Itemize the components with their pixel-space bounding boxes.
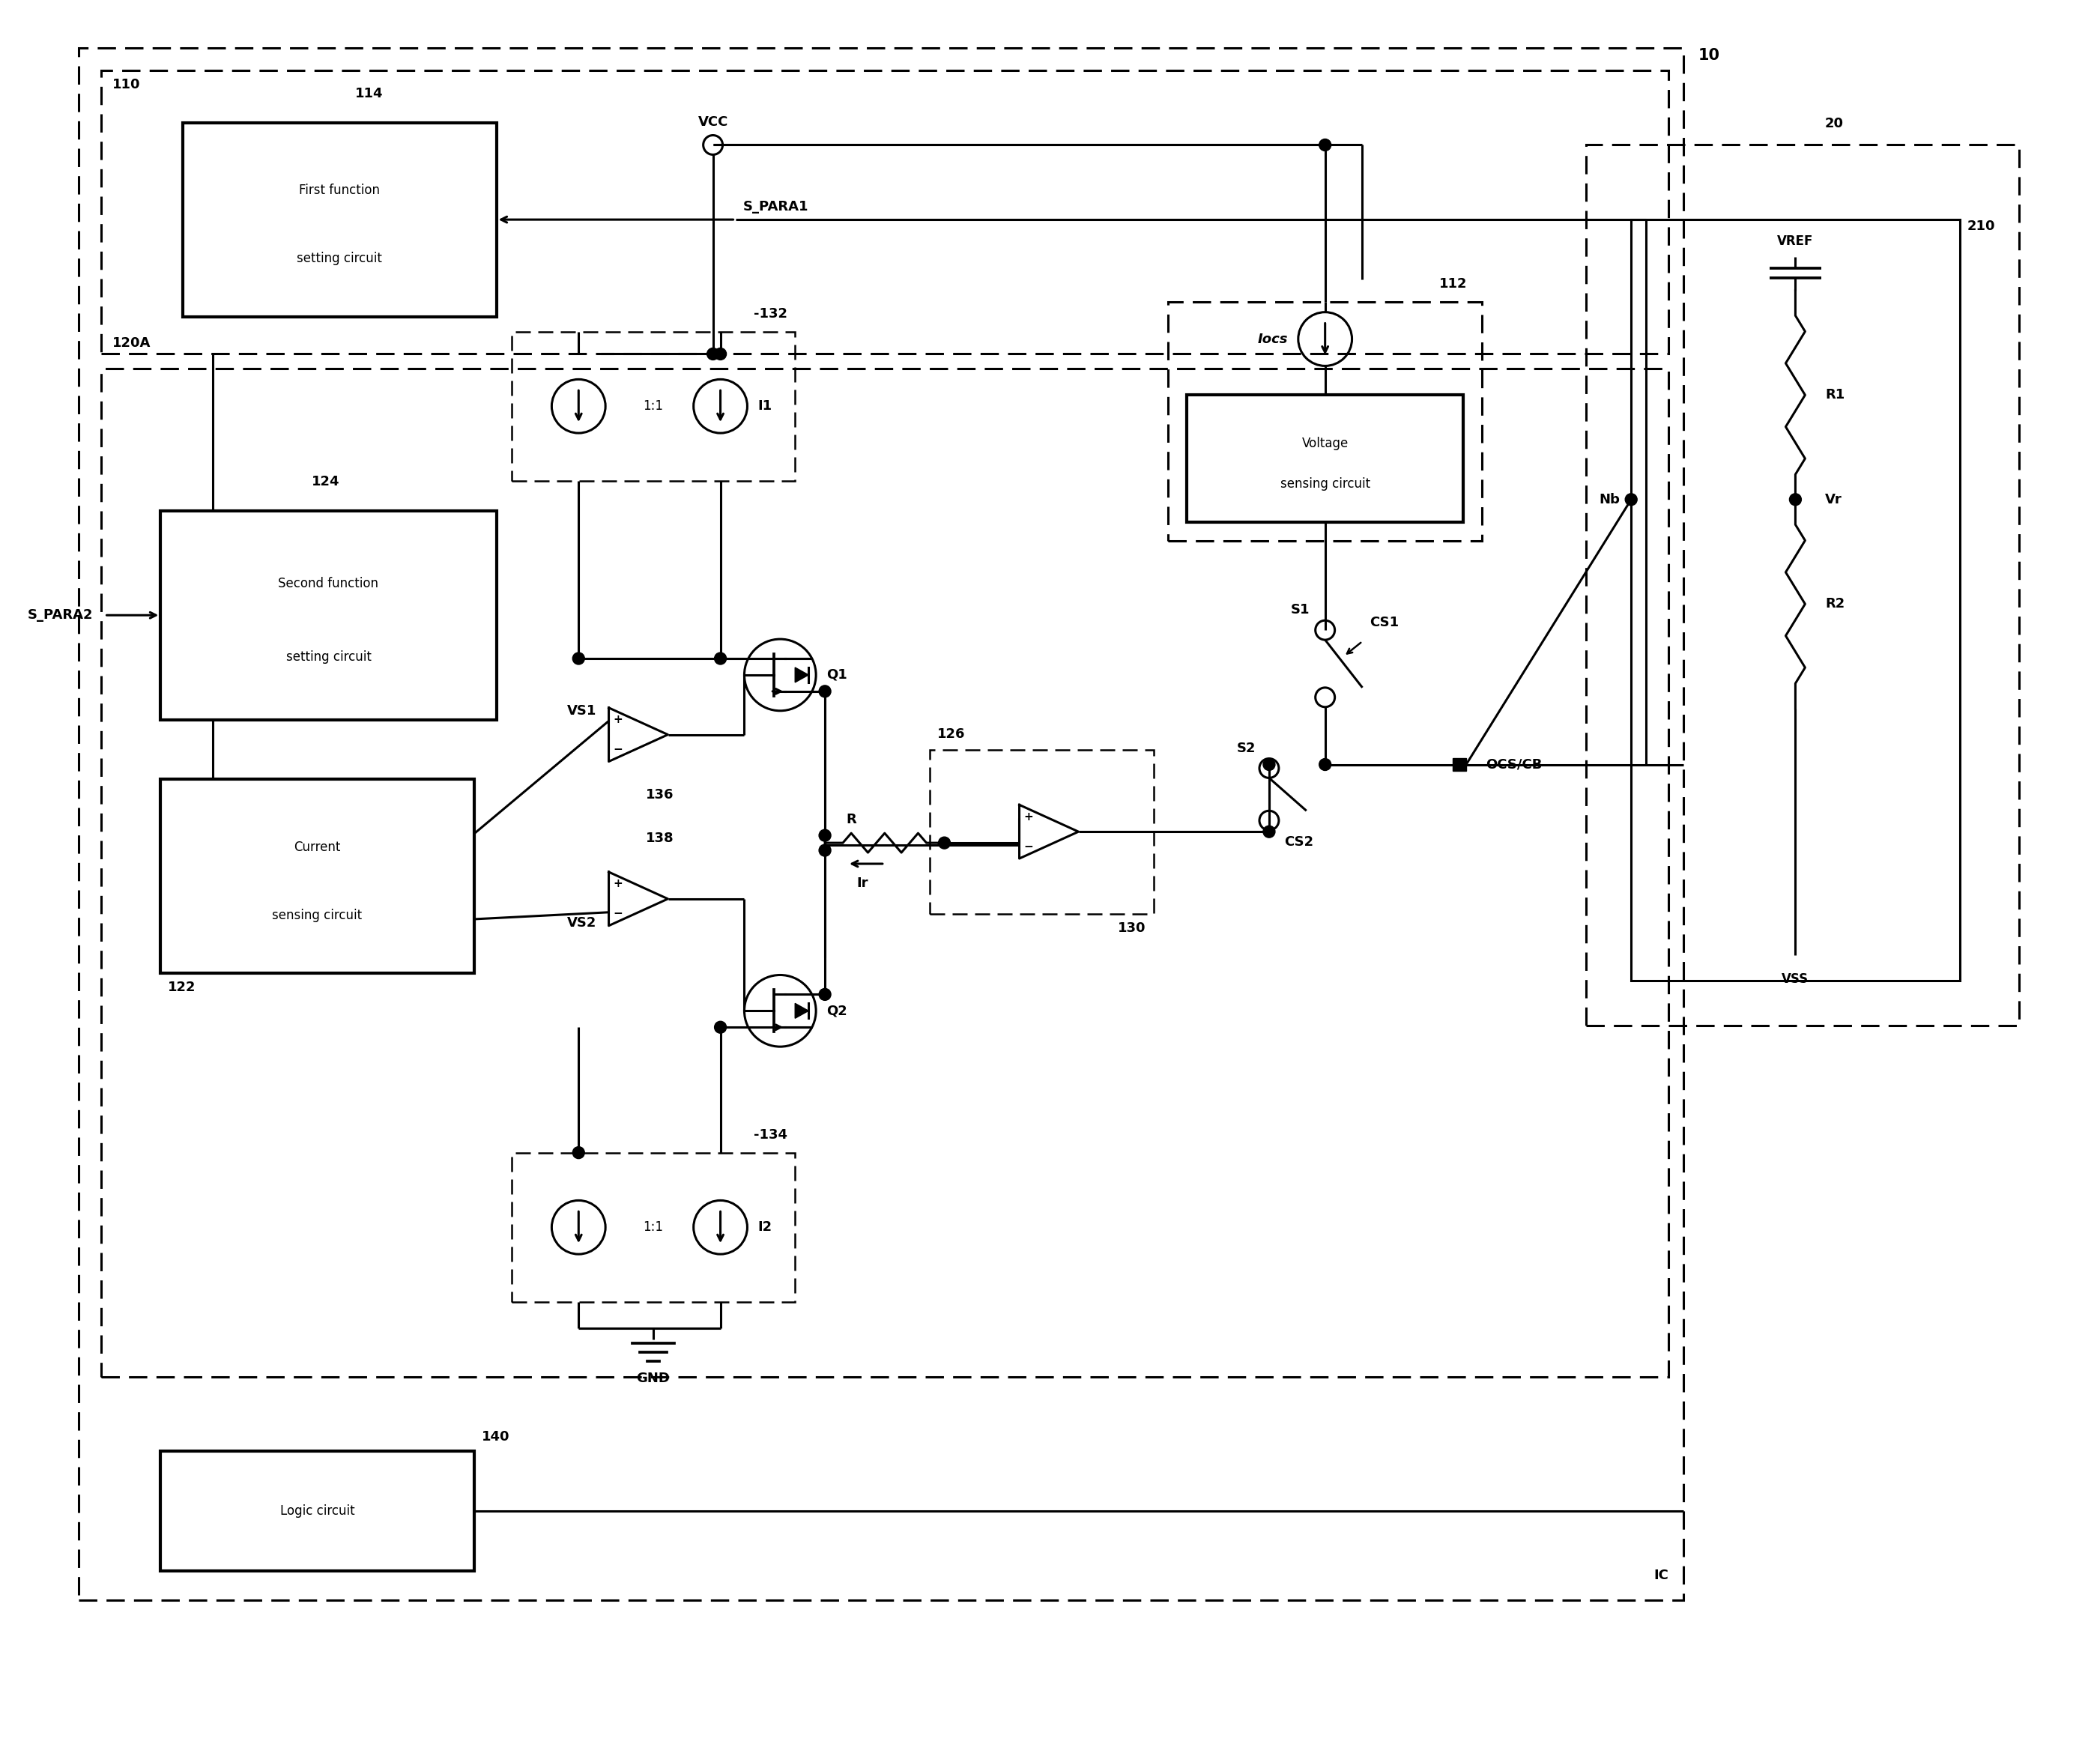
Text: 110: 110 [111, 78, 141, 92]
Bar [1586, 144, 2020, 1025]
Bar [183, 123, 496, 316]
Text: setting circuit: setting circuit [296, 252, 382, 266]
Text: Voltage: Voltage [1302, 436, 1348, 450]
Text: S_PARA1: S_PARA1 [743, 200, 808, 214]
Text: GND: GND [636, 1371, 670, 1385]
Circle shape [1319, 139, 1331, 151]
Text: Ir: Ir [857, 876, 867, 890]
Text: VCC: VCC [697, 115, 729, 129]
Circle shape [708, 348, 718, 360]
Circle shape [1260, 758, 1279, 779]
Circle shape [1262, 826, 1275, 838]
Text: VREF: VREF [1777, 235, 1814, 249]
Bar [512, 1152, 796, 1302]
Text: sensing circuit: sensing circuit [273, 909, 363, 923]
Circle shape [939, 838, 951, 848]
Text: Logic circuit: Logic circuit [279, 1503, 355, 1517]
Text: Current: Current [294, 841, 340, 853]
Text: setting circuit: setting circuit [286, 650, 372, 664]
Bar [1632, 219, 1959, 980]
Text: 126: 126 [937, 726, 966, 740]
Text: 140: 140 [481, 1430, 510, 1444]
Circle shape [704, 136, 722, 155]
Text: Nb: Nb [1598, 494, 1619, 506]
Text: 112: 112 [1438, 276, 1468, 290]
Text: sensing circuit: sensing circuit [1281, 478, 1369, 490]
Text: 114: 114 [355, 87, 384, 101]
Bar [101, 70, 1669, 355]
Circle shape [573, 652, 584, 664]
Bar [930, 749, 1153, 914]
Text: 210: 210 [1968, 219, 1995, 233]
Text: 1:1: 1:1 [643, 1220, 664, 1234]
Text: +: + [613, 878, 622, 890]
Text: 138: 138 [647, 831, 674, 845]
Text: I1: I1 [758, 400, 773, 414]
Text: +: + [1023, 812, 1033, 822]
Text: OCS/CB: OCS/CB [1485, 758, 1541, 772]
Circle shape [714, 652, 727, 664]
Bar [160, 511, 496, 720]
Bar [1186, 395, 1464, 521]
Circle shape [1319, 758, 1331, 770]
Bar [1168, 302, 1483, 541]
Text: 122: 122 [168, 980, 195, 994]
Text: First function: First function [298, 184, 380, 196]
Text: R2: R2 [1825, 598, 1846, 610]
Text: 120A: 120A [111, 337, 151, 351]
Circle shape [819, 845, 832, 857]
Text: −: − [613, 744, 622, 756]
Text: S_PARA2: S_PARA2 [27, 608, 92, 622]
Text: 136: 136 [647, 789, 674, 801]
Bar [1453, 758, 1466, 772]
Text: R: R [846, 813, 857, 827]
Circle shape [1315, 688, 1336, 707]
Text: CS1: CS1 [1369, 615, 1399, 629]
Circle shape [1262, 758, 1275, 770]
Text: +: + [613, 714, 622, 725]
Circle shape [1625, 494, 1638, 506]
Text: 130: 130 [1117, 921, 1147, 935]
Text: 1:1: 1:1 [643, 400, 664, 414]
Text: Q1: Q1 [827, 667, 846, 681]
Circle shape [1789, 494, 1802, 506]
Bar [101, 368, 1669, 1376]
Text: −: − [1023, 841, 1033, 852]
Circle shape [573, 1147, 584, 1159]
Text: Iocs: Iocs [1258, 332, 1287, 346]
Text: CS2: CS2 [1283, 836, 1312, 848]
Text: VSS: VSS [1783, 972, 1808, 985]
Text: IC: IC [1653, 1568, 1670, 1582]
Text: 20: 20 [1825, 116, 1844, 130]
Text: Vr: Vr [1825, 494, 1842, 506]
Circle shape [714, 348, 727, 360]
Circle shape [714, 1022, 727, 1032]
Text: 124: 124 [311, 474, 340, 488]
Text: -132: -132 [754, 308, 788, 320]
Bar [160, 1451, 475, 1571]
Text: S1: S1 [1292, 603, 1310, 617]
Text: −: − [613, 909, 622, 919]
Text: R1: R1 [1825, 388, 1846, 401]
Circle shape [1315, 620, 1336, 640]
Text: VS1: VS1 [567, 704, 596, 718]
Polygon shape [796, 1003, 808, 1018]
Bar [512, 332, 796, 481]
Text: 10: 10 [1699, 49, 1720, 63]
Circle shape [819, 829, 832, 841]
Text: I2: I2 [758, 1220, 773, 1234]
Circle shape [1260, 812, 1279, 831]
Bar [160, 779, 475, 973]
Circle shape [819, 685, 832, 697]
Text: S2: S2 [1237, 742, 1256, 754]
Polygon shape [796, 667, 808, 683]
Text: Q2: Q2 [827, 1005, 846, 1017]
Circle shape [819, 989, 832, 1001]
Text: VS2: VS2 [567, 916, 596, 930]
Bar [78, 49, 1684, 1601]
Text: -134: -134 [754, 1128, 788, 1142]
Text: Second function: Second function [279, 577, 378, 591]
